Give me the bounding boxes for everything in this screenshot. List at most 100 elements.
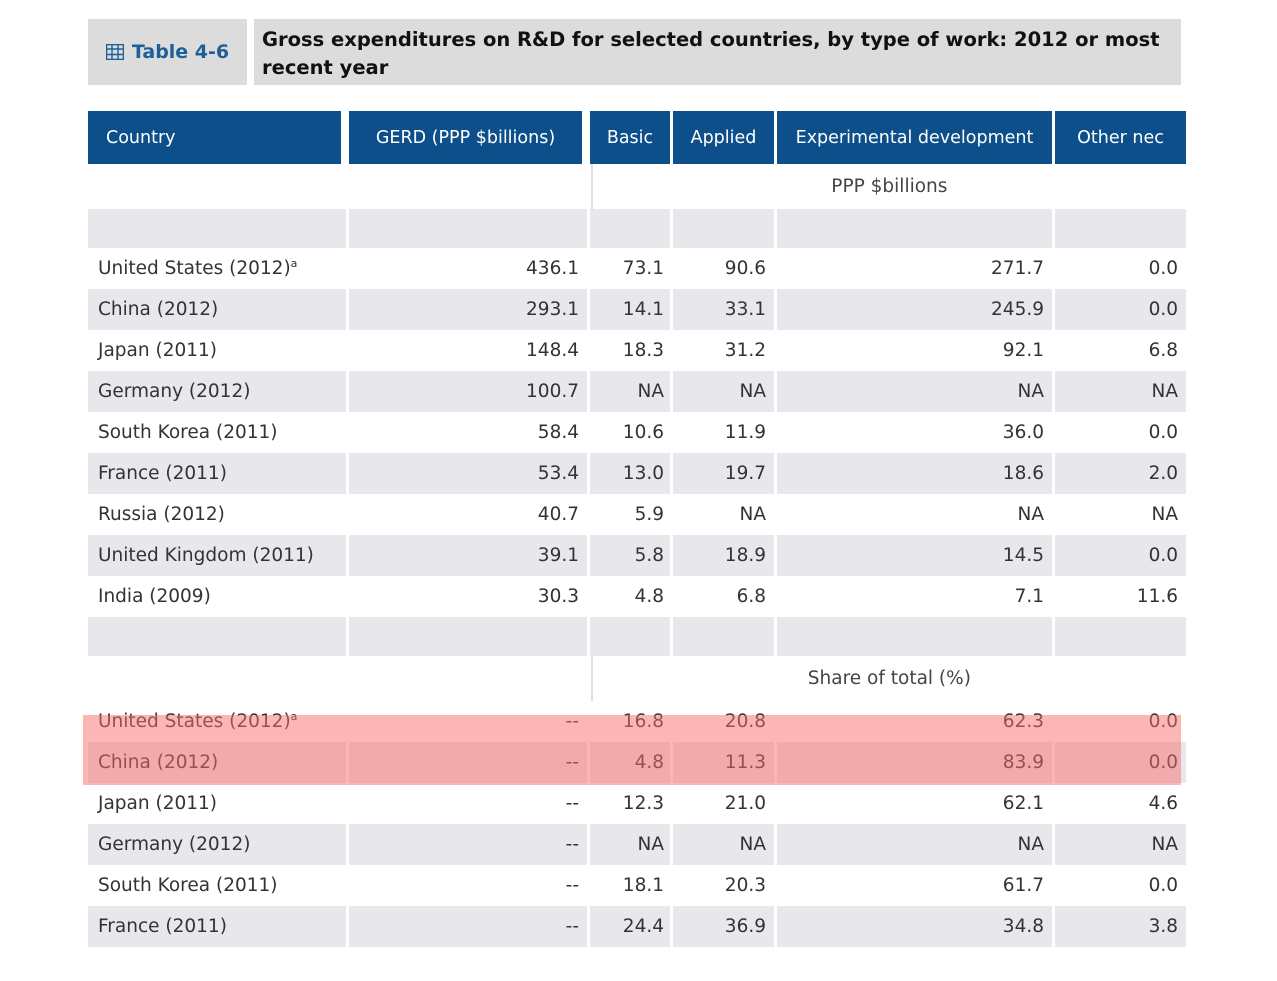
- applied-cell: 31.2: [673, 330, 777, 371]
- unit-label: PPP $billions: [590, 164, 1186, 209]
- column-header-other-nec[interactable]: Other nec: [1055, 111, 1186, 164]
- column-header-country[interactable]: Country: [88, 111, 349, 164]
- blank-cell: [590, 209, 673, 248]
- column-header-experimental-development[interactable]: Experimental development: [777, 111, 1055, 164]
- country-cell: Japan (2011): [88, 330, 349, 371]
- other-nec-cell: 0.0: [1148, 422, 1178, 443]
- country-name: China (2012): [98, 299, 219, 320]
- unit-row-share: Share of total (%): [88, 656, 1186, 701]
- experimental-development-cell: 92.1: [777, 330, 1055, 371]
- table-row: France (2011) -- 24.4 36.9 34.8 3.8: [88, 906, 1186, 947]
- country-name: Russia (2012): [98, 504, 225, 525]
- other-nec-cell: 11.6: [1136, 586, 1178, 607]
- table-row: Russia (2012) 40.7 5.9 NA NA NA: [88, 494, 1186, 535]
- basic-cell: 24.4: [590, 906, 673, 947]
- footnote-marker: a: [290, 257, 298, 270]
- experimental-development-cell: 18.6: [777, 453, 1055, 494]
- country-name: South Korea (2011): [98, 422, 278, 443]
- table-badge: Table 4-6: [88, 19, 247, 85]
- applied-cell: 20.8: [673, 701, 777, 742]
- spacer-row: [88, 209, 1186, 248]
- table-row: South Korea (2011) -- 18.1 20.3 61.7 0.0: [88, 865, 1186, 906]
- applied-cell: 11.9: [673, 412, 777, 453]
- applied-cell: 20.3: [673, 865, 777, 906]
- country-cell: Japan (2011): [88, 783, 349, 824]
- column-header-basic[interactable]: Basic: [590, 111, 673, 164]
- table-row: South Korea (2011) 58.4 10.6 11.9 36.0 0.0: [88, 412, 1186, 453]
- gerd-cell: 436.1: [349, 248, 590, 289]
- country-name: China (2012): [98, 752, 219, 773]
- experimental-development-cell: NA: [777, 824, 1055, 865]
- gerd-cell: 100.7: [349, 371, 590, 412]
- other-nec-cell: 4.6: [1148, 793, 1178, 814]
- other-nec-cell: NA: [1055, 824, 1186, 865]
- column-header-gerd[interactable]: GERD (PPP $billions): [349, 111, 590, 164]
- experimental-development-cell: 62.3: [777, 701, 1055, 742]
- experimental-development-cell: 14.5: [777, 535, 1055, 576]
- country-name: Japan (2011): [98, 340, 217, 361]
- experimental-development-cell: 62.1: [777, 783, 1055, 824]
- blank-cell: [673, 617, 777, 656]
- gerd-cell: --: [349, 906, 590, 947]
- gerd-cell: --: [349, 742, 590, 783]
- table-row: United States (2012) a -- 16.8 20.8 62.3 0.0: [88, 701, 1186, 742]
- table-row: France (2011) 53.4 13.0 19.7 18.6 2.0: [88, 453, 1186, 494]
- country-cell: Germany (2012): [88, 824, 349, 865]
- gerd-cell: --: [349, 865, 590, 906]
- experimental-development-cell: NA: [777, 494, 1055, 535]
- other-nec-cell: 0.0: [1148, 711, 1178, 732]
- country-name: United States (2012): [98, 258, 291, 279]
- basic-cell: NA: [590, 371, 673, 412]
- table-row: Germany (2012) -- NA NA NA NA: [88, 824, 1186, 865]
- footnote-marker: a: [290, 710, 298, 723]
- blank-cell: [351, 164, 591, 209]
- applied-cell: NA: [673, 494, 777, 535]
- country-cell: China (2012): [88, 742, 349, 783]
- other-nec-cell: 0.0: [1148, 875, 1178, 896]
- country-cell: Russia (2012): [88, 494, 349, 535]
- country-cell: India (2009): [88, 576, 349, 617]
- column-header-applied[interactable]: Applied: [673, 111, 777, 164]
- section-ppp-body: United States (2012) a 436.1 73.1 90.6 271.7 0…: [88, 248, 1186, 617]
- country-cell: Germany (2012): [88, 371, 349, 412]
- other-nec-cell: NA: [1055, 371, 1186, 412]
- applied-cell: 36.9: [673, 906, 777, 947]
- applied-cell: NA: [673, 824, 777, 865]
- blank-cell: [673, 209, 777, 248]
- country-cell: South Korea (2011): [88, 412, 349, 453]
- experimental-development-cell: 7.1: [777, 576, 1055, 617]
- other-nec-cell: 0.0: [1055, 535, 1186, 576]
- other-nec-cell: 0.0: [1055, 289, 1186, 330]
- table-row: Germany (2012) 100.7 NA NA NA NA: [88, 371, 1186, 412]
- applied-cell: 90.6: [673, 248, 777, 289]
- table-row: Japan (2011) 148.4 18.3 31.2 92.1 6.8: [88, 330, 1186, 371]
- table-row: India (2009) 30.3 4.8 6.8 7.1 11.6: [88, 576, 1186, 617]
- gerd-cell: 293.1: [349, 289, 590, 330]
- gerd-cell: 40.7: [349, 494, 590, 535]
- basic-cell: 18.1: [590, 865, 673, 906]
- unit-row-ppp: PPP $billions: [88, 164, 1186, 209]
- experimental-development-cell: 61.7: [777, 865, 1055, 906]
- table-row: Japan (2011) -- 12.3 21.0 62.1 4.6: [88, 783, 1186, 824]
- blank-cell: [777, 617, 1055, 656]
- country-name: South Korea (2011): [98, 875, 278, 896]
- experimental-development-cell: 34.8: [777, 906, 1055, 947]
- country-cell: China (2012): [88, 289, 349, 330]
- applied-cell: 18.9: [673, 535, 777, 576]
- table-row: China (2012) -- 4.8 11.3 83.9 0.0: [88, 742, 1186, 783]
- blank-cell: [349, 617, 590, 656]
- applied-cell: 19.7: [673, 453, 777, 494]
- blank-cell: [1055, 617, 1186, 656]
- table-badge-label: Table 4-6: [131, 41, 230, 63]
- table-row: China (2012) 293.1 14.1 33.1 245.9 0.0: [88, 289, 1186, 330]
- blank-cell: [777, 209, 1055, 248]
- experimental-development-cell: 271.7: [777, 248, 1055, 289]
- basic-cell: 18.3: [590, 330, 673, 371]
- blank-cell: [590, 617, 673, 656]
- gerd-cell: 58.4: [349, 412, 590, 453]
- country-name: United Kingdom (2011): [98, 545, 314, 566]
- applied-cell: 6.8: [673, 576, 777, 617]
- basic-cell: 5.8: [590, 535, 673, 576]
- country-name: Germany (2012): [98, 381, 251, 402]
- other-nec-cell: 3.8: [1055, 906, 1186, 947]
